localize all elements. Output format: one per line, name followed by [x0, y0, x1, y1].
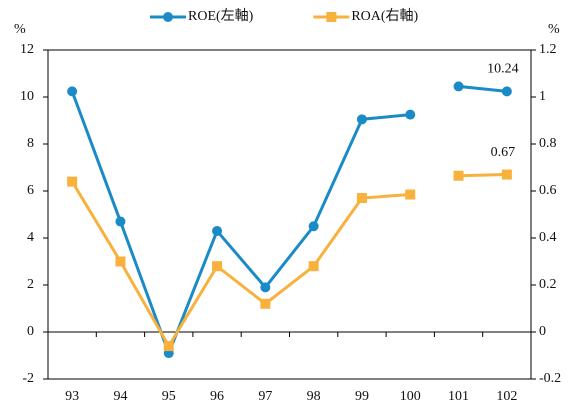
x-tick-label: 99	[355, 389, 369, 404]
y2-tick-label: -0.2	[539, 371, 561, 386]
point	[163, 341, 174, 352]
point	[212, 225, 223, 236]
y2-tick-label: 0.4	[539, 230, 557, 245]
x-tick-label: 95	[162, 389, 176, 404]
x-tick-label: 94	[113, 389, 127, 404]
series-line	[458, 84, 508, 93]
y2-tick-label: 0.2	[539, 277, 557, 292]
plot-frame	[47, 49, 532, 380]
y-tick-label: 6	[27, 183, 34, 198]
legend-label: ROA(右軸)	[351, 8, 418, 24]
point	[453, 81, 464, 92]
x-tick-label: 102	[496, 389, 517, 404]
y2-tick-label: 0.8	[539, 136, 557, 151]
legend-marker	[163, 12, 173, 22]
legend-label: ROE(左軸)	[188, 8, 254, 24]
x-tick-label: 93	[65, 389, 79, 404]
point	[308, 221, 319, 232]
series-line	[458, 173, 507, 178]
y2-tick-label: 1.2	[539, 42, 557, 57]
y2-axis-title: %	[548, 22, 560, 37]
point	[115, 216, 126, 227]
point	[115, 256, 126, 267]
data-label: 0.67	[491, 145, 516, 160]
y-tick-label: 2	[27, 277, 34, 292]
series-line	[70, 180, 411, 350]
x-tick-label: 98	[307, 389, 321, 404]
y-tick-label: 4	[27, 230, 34, 245]
y2-tick-label: 1	[539, 89, 546, 104]
point	[212, 261, 223, 272]
y-tick-label: -2	[22, 371, 34, 386]
point	[356, 193, 367, 204]
x-tick-label: 97	[258, 389, 272, 404]
data-label: 10.24	[487, 62, 519, 77]
point	[260, 282, 271, 293]
point	[501, 169, 512, 180]
x-tick-label: 101	[448, 389, 469, 404]
point	[67, 86, 78, 97]
point	[405, 189, 416, 200]
point	[308, 261, 319, 272]
series-line	[70, 90, 411, 358]
x-tick-label: 96	[210, 389, 224, 404]
point	[453, 170, 464, 181]
point	[501, 86, 512, 97]
y-tick-label: 0	[27, 324, 34, 339]
y2-tick-label: 0.6	[539, 183, 557, 198]
y-tick-label: 12	[20, 42, 34, 57]
point	[260, 298, 271, 309]
point	[67, 176, 78, 187]
y-axis-title: %	[14, 22, 26, 37]
x-tick-label: 100	[400, 389, 421, 404]
point	[356, 114, 367, 125]
y-tick-label: 10	[20, 89, 34, 104]
legend-marker	[326, 12, 337, 22]
y-tick-label: 8	[27, 136, 34, 151]
y2-tick-label: 0	[539, 324, 546, 339]
point	[405, 109, 416, 120]
